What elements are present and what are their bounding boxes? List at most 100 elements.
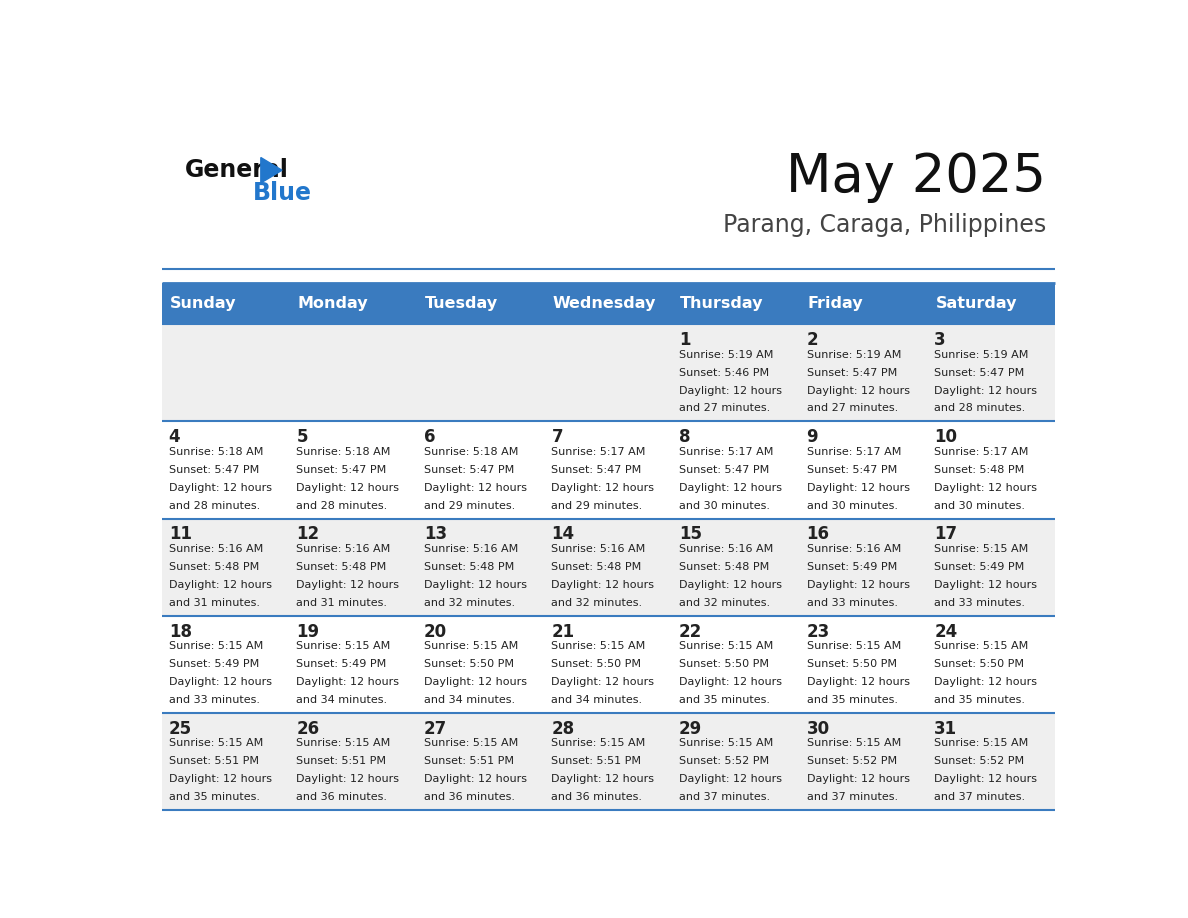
Text: 2: 2 <box>807 331 819 349</box>
Text: Sunday: Sunday <box>170 297 236 311</box>
Bar <box>163 519 1055 616</box>
Text: Thursday: Thursday <box>681 297 764 311</box>
Text: and 28 minutes.: and 28 minutes. <box>296 500 387 510</box>
Polygon shape <box>261 158 282 183</box>
Text: Sunrise: 5:15 AM: Sunrise: 5:15 AM <box>934 543 1029 554</box>
Text: Sunrise: 5:19 AM: Sunrise: 5:19 AM <box>680 350 773 360</box>
Text: and 31 minutes.: and 31 minutes. <box>169 598 260 608</box>
Text: Sunrise: 5:15 AM: Sunrise: 5:15 AM <box>551 738 646 748</box>
Text: Sunset: 5:52 PM: Sunset: 5:52 PM <box>680 756 769 766</box>
Text: Wednesday: Wednesday <box>552 297 656 311</box>
Text: and 31 minutes.: and 31 minutes. <box>296 598 387 608</box>
Text: Sunset: 5:47 PM: Sunset: 5:47 PM <box>551 465 642 475</box>
Text: 5: 5 <box>296 429 308 446</box>
Text: Daylight: 12 hours: Daylight: 12 hours <box>551 483 655 493</box>
Text: 4: 4 <box>169 429 181 446</box>
Text: Sunrise: 5:15 AM: Sunrise: 5:15 AM <box>296 641 391 651</box>
Text: Sunset: 5:50 PM: Sunset: 5:50 PM <box>807 659 897 669</box>
Text: Daylight: 12 hours: Daylight: 12 hours <box>169 677 272 687</box>
Text: Daylight: 12 hours: Daylight: 12 hours <box>680 483 782 493</box>
Text: Sunrise: 5:18 AM: Sunrise: 5:18 AM <box>296 447 391 457</box>
Bar <box>801 284 928 324</box>
Text: Blue: Blue <box>253 181 311 205</box>
Text: Sunset: 5:51 PM: Sunset: 5:51 PM <box>169 756 259 766</box>
Text: and 35 minutes.: and 35 minutes. <box>934 695 1025 705</box>
Text: Sunset: 5:50 PM: Sunset: 5:50 PM <box>680 659 769 669</box>
Text: Daylight: 12 hours: Daylight: 12 hours <box>424 483 526 493</box>
Text: and 35 minutes.: and 35 minutes. <box>169 792 260 802</box>
Text: Daylight: 12 hours: Daylight: 12 hours <box>169 580 272 589</box>
Text: Daylight: 12 hours: Daylight: 12 hours <box>296 580 399 589</box>
Text: Sunset: 5:47 PM: Sunset: 5:47 PM <box>424 465 514 475</box>
Text: 17: 17 <box>934 525 958 543</box>
Text: Daylight: 12 hours: Daylight: 12 hours <box>934 774 1037 784</box>
Text: Sunset: 5:49 PM: Sunset: 5:49 PM <box>296 659 386 669</box>
Text: and 32 minutes.: and 32 minutes. <box>551 598 643 608</box>
Text: and 37 minutes.: and 37 minutes. <box>934 792 1025 802</box>
Text: General: General <box>185 158 289 183</box>
Text: and 30 minutes.: and 30 minutes. <box>934 500 1025 510</box>
Text: Daylight: 12 hours: Daylight: 12 hours <box>551 580 655 589</box>
Text: 1: 1 <box>680 331 690 349</box>
Text: Sunrise: 5:15 AM: Sunrise: 5:15 AM <box>934 738 1029 748</box>
Text: Daylight: 12 hours: Daylight: 12 hours <box>934 386 1037 396</box>
Text: 29: 29 <box>680 720 702 738</box>
Text: 19: 19 <box>296 622 320 641</box>
Bar <box>928 284 1055 324</box>
Text: Sunrise: 5:17 AM: Sunrise: 5:17 AM <box>934 447 1029 457</box>
Text: and 27 minutes.: and 27 minutes. <box>680 404 770 413</box>
Text: Daylight: 12 hours: Daylight: 12 hours <box>807 774 910 784</box>
Text: Daylight: 12 hours: Daylight: 12 hours <box>807 386 910 396</box>
Text: and 32 minutes.: and 32 minutes. <box>680 598 770 608</box>
Text: Monday: Monday <box>297 297 368 311</box>
Text: Sunset: 5:52 PM: Sunset: 5:52 PM <box>807 756 897 766</box>
Text: Daylight: 12 hours: Daylight: 12 hours <box>680 774 782 784</box>
Text: Daylight: 12 hours: Daylight: 12 hours <box>296 677 399 687</box>
Text: 26: 26 <box>296 720 320 738</box>
Text: and 30 minutes.: and 30 minutes. <box>807 500 898 510</box>
Bar <box>163 616 1055 713</box>
Text: and 37 minutes.: and 37 minutes. <box>807 792 898 802</box>
Text: and 36 minutes.: and 36 minutes. <box>424 792 514 802</box>
Text: 22: 22 <box>680 622 702 641</box>
Text: and 36 minutes.: and 36 minutes. <box>296 792 387 802</box>
Text: Sunrise: 5:16 AM: Sunrise: 5:16 AM <box>424 543 518 554</box>
Text: 24: 24 <box>934 622 958 641</box>
Bar <box>163 324 1055 421</box>
Bar <box>163 284 290 324</box>
Text: Sunset: 5:51 PM: Sunset: 5:51 PM <box>296 756 386 766</box>
Text: Sunrise: 5:15 AM: Sunrise: 5:15 AM <box>680 738 773 748</box>
Text: Daylight: 12 hours: Daylight: 12 hours <box>934 483 1037 493</box>
Text: Sunset: 5:47 PM: Sunset: 5:47 PM <box>296 465 386 475</box>
Text: and 28 minutes.: and 28 minutes. <box>169 500 260 510</box>
Bar <box>545 284 672 324</box>
Text: Sunrise: 5:16 AM: Sunrise: 5:16 AM <box>807 543 901 554</box>
Text: Daylight: 12 hours: Daylight: 12 hours <box>680 677 782 687</box>
Text: 18: 18 <box>169 622 191 641</box>
Text: and 33 minutes.: and 33 minutes. <box>169 695 260 705</box>
Text: and 34 minutes.: and 34 minutes. <box>296 695 387 705</box>
Text: Daylight: 12 hours: Daylight: 12 hours <box>807 483 910 493</box>
Text: 10: 10 <box>934 429 958 446</box>
Bar <box>163 421 1055 519</box>
Bar <box>290 284 417 324</box>
Text: Sunrise: 5:19 AM: Sunrise: 5:19 AM <box>807 350 901 360</box>
Text: Sunset: 5:47 PM: Sunset: 5:47 PM <box>807 465 897 475</box>
Text: Sunset: 5:47 PM: Sunset: 5:47 PM <box>680 465 770 475</box>
Text: 28: 28 <box>551 720 575 738</box>
Text: Sunset: 5:48 PM: Sunset: 5:48 PM <box>296 562 386 572</box>
Text: Daylight: 12 hours: Daylight: 12 hours <box>551 774 655 784</box>
Text: Sunrise: 5:15 AM: Sunrise: 5:15 AM <box>807 641 901 651</box>
Text: Sunset: 5:48 PM: Sunset: 5:48 PM <box>169 562 259 572</box>
Text: Sunrise: 5:15 AM: Sunrise: 5:15 AM <box>424 738 518 748</box>
Text: and 32 minutes.: and 32 minutes. <box>424 598 514 608</box>
Text: and 37 minutes.: and 37 minutes. <box>680 792 770 802</box>
Text: 12: 12 <box>296 525 320 543</box>
Text: Sunset: 5:47 PM: Sunset: 5:47 PM <box>807 367 897 377</box>
Text: 6: 6 <box>424 429 435 446</box>
Text: Daylight: 12 hours: Daylight: 12 hours <box>169 483 272 493</box>
Text: Daylight: 12 hours: Daylight: 12 hours <box>551 677 655 687</box>
Text: and 35 minutes.: and 35 minutes. <box>807 695 898 705</box>
Text: May 2025: May 2025 <box>786 151 1047 203</box>
Text: Sunrise: 5:16 AM: Sunrise: 5:16 AM <box>551 543 646 554</box>
